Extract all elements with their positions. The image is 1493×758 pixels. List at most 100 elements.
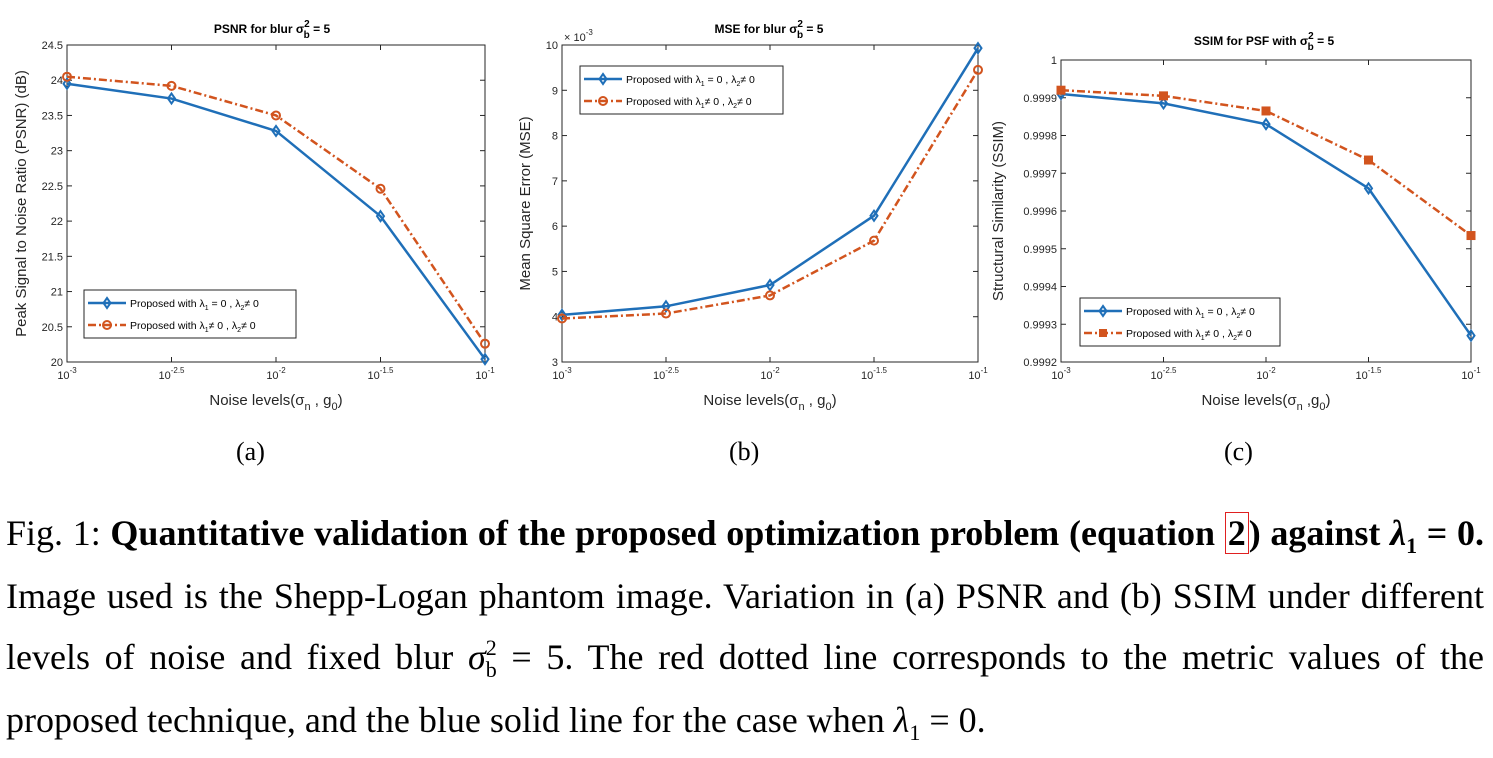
equation-ref-link[interactable]: 2: [1224, 512, 1249, 554]
legend-box: [579, 65, 784, 115]
y-tick-label: 21: [51, 287, 63, 299]
data-point-marker: [1056, 85, 1066, 95]
y-tick-label: 24: [51, 75, 63, 87]
x-tick-label: 10-3: [1051, 366, 1071, 382]
caption-text-1: Image used is the Shepp-Logan phantom im…: [6, 576, 1484, 677]
data-point-marker: [1363, 181, 1374, 196]
figure-caption: Fig. 1: Quantitative validation of the p…: [6, 508, 1484, 758]
caption-lambda-sub: 1: [909, 720, 921, 745]
x-tick-label: 10-1.5: [367, 366, 394, 382]
caption-bold-3: = 0.: [1417, 513, 1485, 553]
series-line-2: [561, 69, 980, 320]
legend-label: Proposed with λ1 = 0 , λ2≠ 0: [130, 298, 259, 312]
data-point-marker: [166, 80, 177, 91]
data-point-marker: [973, 41, 983, 55]
y-tick-label: 0.9996: [1023, 206, 1057, 218]
y-tick-label: 5: [552, 266, 558, 278]
data-point-marker: [1159, 91, 1169, 101]
legend-label: Proposed with λ1 = 0 , λ2≠ 0: [626, 74, 755, 88]
data-point-marker: [62, 71, 72, 82]
data-point-marker: [765, 278, 775, 292]
x-tick-label: 10-2.5: [653, 366, 680, 382]
data-point-marker: [1466, 231, 1476, 241]
x-tick-label: 10-2: [266, 366, 286, 382]
series-line-1: [561, 47, 980, 317]
y-tick-label: 0.9992: [1023, 357, 1057, 369]
figure-panels: 20 20.5 21 21.5 22 22.5 23 23.5 24 24.5 10-3 10-2.5…: [13, 19, 1481, 413]
data-point-marker: [1158, 96, 1169, 111]
data-point-marker: [869, 208, 879, 223]
data-point-marker: [557, 313, 567, 324]
y-tick-label: 23: [51, 146, 63, 158]
legend: Proposed with λ1 = 0 , λ2≠ 0 Proposed wit…: [1079, 297, 1281, 347]
x-tick-label: 10-1: [968, 366, 988, 382]
y-tick-label: 3: [552, 357, 558, 369]
y-tick-label: 9: [552, 85, 558, 97]
caption-sigma: σ: [467, 637, 486, 677]
y-tick-label: 20.5: [42, 322, 63, 334]
data-point-marker: [271, 110, 281, 121]
data-point-marker: [661, 308, 672, 319]
y-tick-label: 0.9999: [1023, 93, 1057, 105]
legend-label: Proposed with λ1≠ 0 , λ2≠ 0: [130, 320, 256, 334]
y-axis-label: Mean Square Error (MSE): [517, 116, 534, 290]
y-tick-label: 20: [51, 357, 63, 369]
caption-text-3: = 0.: [920, 700, 986, 740]
chart-panel-c: 0.9992 0.9993 0.9994 0.9995 0.9996 0.9997 0.99…: [990, 31, 1481, 413]
y-tick-label: 24.5: [42, 40, 63, 52]
data-point-marker: [375, 209, 386, 223]
legend-box: [83, 289, 297, 339]
caption-bold-2: ) against: [1248, 513, 1391, 553]
legend-marker: [102, 296, 112, 310]
x-tick-label: 10-1: [475, 366, 495, 382]
x-tick-label: 10-2: [1256, 366, 1276, 382]
series-line-2: [66, 75, 487, 345]
legend-marker: [1099, 329, 1107, 337]
series-line-1: [66, 82, 487, 360]
data-point-marker: [765, 290, 775, 301]
y-tick-label: 10: [546, 40, 558, 52]
chart-title: SSIM for PSF with σ2 b = 5: [1194, 31, 1335, 53]
caption-bold-lambda: λ: [1390, 513, 1407, 553]
legend-label: Proposed with λ1≠ 0 , λ2≠ 0: [1126, 328, 1252, 342]
data-point-marker: [62, 77, 72, 91]
data-point-marker: [557, 308, 567, 322]
y-tick-label: 22: [51, 216, 63, 228]
y-tick-label: 22.5: [42, 181, 63, 193]
caption-fig-label: Fig. 1:: [6, 513, 111, 553]
data-point-marker: [375, 183, 386, 194]
legend: Proposed with λ1 = 0 , λ2≠ 0 Proposed wit…: [579, 65, 784, 115]
data-point-marker: [869, 235, 880, 246]
x-axis-label: Noise levels(σn , g0): [703, 392, 836, 413]
caption-text-2: = 5. The red dotted line corresponds to …: [6, 637, 1484, 740]
y-axis-label: Peak Signal to Noise Ratio (PSNR) (dB): [13, 70, 30, 337]
x-tick-label: 10-1: [1461, 366, 1481, 382]
y-tick-label: 23.5: [42, 110, 63, 122]
sub-label-b: (b): [729, 437, 760, 466]
y-tick-label: 4: [552, 312, 558, 324]
chart-panel-b: 3 4 5 6 7 8 9 10 10-3 10-2.5 10-2 10-1.5 10-1 × 10-3 M…: [517, 19, 988, 413]
chart-panel-a: 20 20.5 21 21.5 22 22.5 23 23.5 24 24.5 10-3 10-2.5…: [13, 19, 495, 413]
legend-marker: [598, 72, 608, 86]
x-tick-label: 10-3: [552, 366, 572, 382]
x-tick-label: 10-2.5: [1150, 366, 1177, 382]
sub-label-c: (c): [1224, 437, 1253, 466]
caption-bold-lambda-sub: 1: [1406, 533, 1418, 558]
caption-sigma-sup: 2: [485, 635, 497, 660]
legend-marker: [102, 320, 112, 330]
data-point-marker: [1261, 117, 1271, 131]
y-tick-label: 1: [1051, 55, 1057, 67]
y-tick-label: 6: [552, 221, 558, 233]
data-point-marker: [661, 299, 671, 314]
chart-title: PSNR for blur σ2 b = 5: [214, 19, 331, 41]
data-point-marker: [1466, 328, 1476, 343]
legend-label: Proposed with λ1 = 0 , λ2≠ 0: [1126, 306, 1255, 320]
legend-label: Proposed with λ1≠ 0 , λ2≠ 0: [626, 96, 752, 110]
caption-lambda: λ: [893, 700, 910, 740]
data-point-marker: [480, 352, 490, 366]
data-point-marker: [973, 64, 983, 75]
x-axis-label: Noise levels(σn , g0): [209, 392, 342, 413]
legend-marker: [598, 96, 608, 106]
x-tick-label: 10-2.5: [158, 366, 185, 382]
x-tick-label: 10-2: [760, 366, 780, 382]
